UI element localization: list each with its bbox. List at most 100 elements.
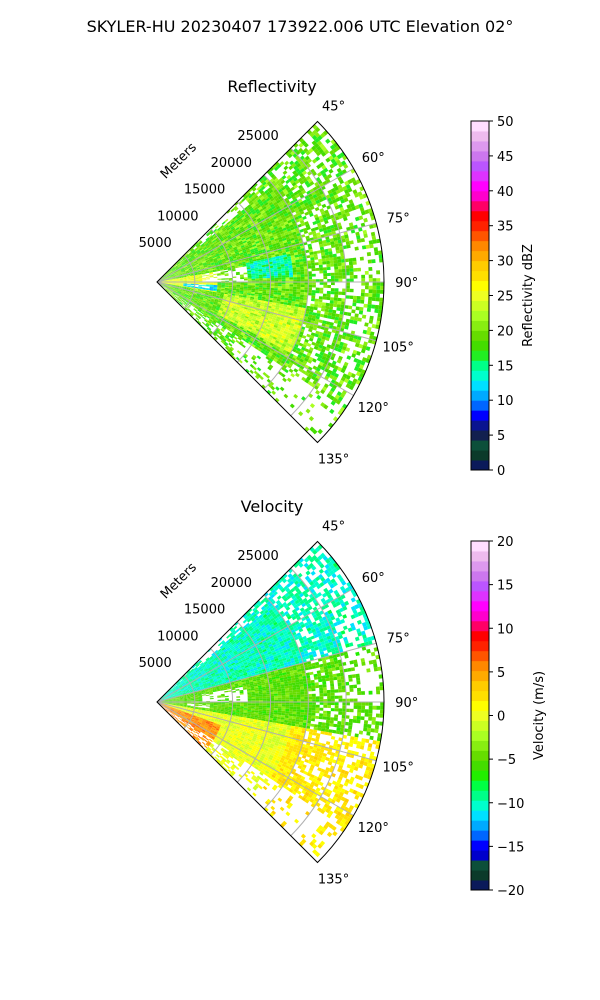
field-cell <box>279 241 284 245</box>
field-cell <box>203 240 207 244</box>
field-cell <box>177 298 181 301</box>
field-cell <box>378 250 383 255</box>
field-cell <box>193 290 198 293</box>
field-cell <box>258 239 263 243</box>
field-cell <box>239 334 244 338</box>
field-cell <box>332 368 338 373</box>
field-cell <box>332 376 338 381</box>
field-cell <box>376 278 381 282</box>
field-cell <box>249 314 254 317</box>
field-cell <box>235 333 240 337</box>
field-cell <box>174 288 179 291</box>
field-cell <box>204 305 208 308</box>
field-cell <box>162 694 166 698</box>
panel-title: Reflectivity <box>227 77 316 96</box>
field-cell <box>212 291 217 294</box>
field-cell <box>231 317 236 321</box>
field-cell <box>179 275 183 277</box>
field-cell <box>274 284 278 287</box>
field-cell <box>188 672 192 676</box>
field-cell <box>242 297 247 300</box>
field-cell <box>223 342 228 347</box>
field-cell <box>186 274 191 277</box>
field-cell <box>215 237 219 241</box>
field-cell <box>293 236 299 240</box>
field-cell <box>281 270 286 274</box>
field-cell <box>251 232 256 236</box>
field-cell <box>306 129 313 135</box>
field-cell <box>181 682 185 685</box>
field-cell <box>187 309 192 313</box>
field-cell <box>262 613 268 619</box>
field-cell <box>222 310 227 313</box>
field-cell <box>166 273 170 276</box>
field-cell <box>365 285 369 290</box>
field-cell <box>207 326 212 331</box>
field-cell <box>269 291 274 295</box>
field-cell <box>250 629 255 634</box>
field-cell <box>341 238 346 243</box>
panels-group: Reflectivity45°60°75°90°105°120°135°5000… <box>139 77 547 899</box>
field-cell <box>289 325 294 329</box>
field-cell <box>264 302 269 306</box>
field-cell <box>319 563 325 569</box>
field-cell <box>195 669 200 673</box>
field-cell <box>213 286 218 288</box>
field-cell <box>335 246 340 251</box>
field-cell <box>228 284 233 286</box>
field-cell <box>182 298 186 301</box>
field-cell <box>297 597 303 603</box>
field-cell <box>255 337 260 341</box>
field-cell <box>213 301 218 304</box>
field-cell <box>296 327 301 332</box>
field-cell <box>213 288 218 291</box>
field-cell <box>290 373 295 378</box>
field-cell <box>300 287 305 290</box>
field-cell <box>201 259 206 262</box>
field-cell <box>186 276 191 278</box>
field-cell <box>268 189 274 194</box>
field-cell <box>329 257 334 261</box>
field-cell <box>204 249 209 252</box>
field-cell <box>190 276 195 278</box>
field-cell <box>234 225 239 230</box>
field-cell <box>250 338 255 343</box>
field-cell <box>221 248 226 252</box>
field-cell <box>165 272 169 275</box>
field-cell <box>221 257 225 260</box>
field-cell <box>234 233 239 237</box>
field-cell <box>163 695 167 698</box>
field-cell <box>306 352 312 357</box>
field-cell <box>207 321 211 325</box>
field-cell <box>238 297 243 301</box>
field-cell <box>321 258 326 262</box>
field-cell <box>315 340 321 345</box>
field-cell <box>264 209 270 214</box>
data-field <box>159 544 384 858</box>
field-cell <box>312 606 318 612</box>
field-cell <box>168 280 173 282</box>
field-cell <box>314 301 319 305</box>
field-cell <box>298 351 304 356</box>
field-cell <box>249 621 254 626</box>
field-cell <box>315 279 320 282</box>
field-cell <box>213 241 218 245</box>
field-cell <box>223 229 228 234</box>
field-cell <box>196 294 201 297</box>
azimuth-gridline <box>156 281 354 396</box>
field-cell <box>175 285 180 287</box>
field-cell <box>207 667 212 670</box>
field-cell <box>207 246 211 249</box>
field-cell <box>218 336 223 341</box>
field-cell <box>233 246 238 250</box>
field-cell <box>261 298 266 302</box>
field-cell <box>199 296 204 299</box>
field-cell <box>171 277 176 279</box>
field-cell <box>257 632 262 637</box>
field-cell <box>235 242 240 246</box>
field-cell <box>213 661 218 665</box>
field-cell <box>320 252 326 256</box>
field-cell <box>322 239 327 244</box>
field-cell <box>278 331 284 336</box>
field-cell <box>293 284 297 287</box>
